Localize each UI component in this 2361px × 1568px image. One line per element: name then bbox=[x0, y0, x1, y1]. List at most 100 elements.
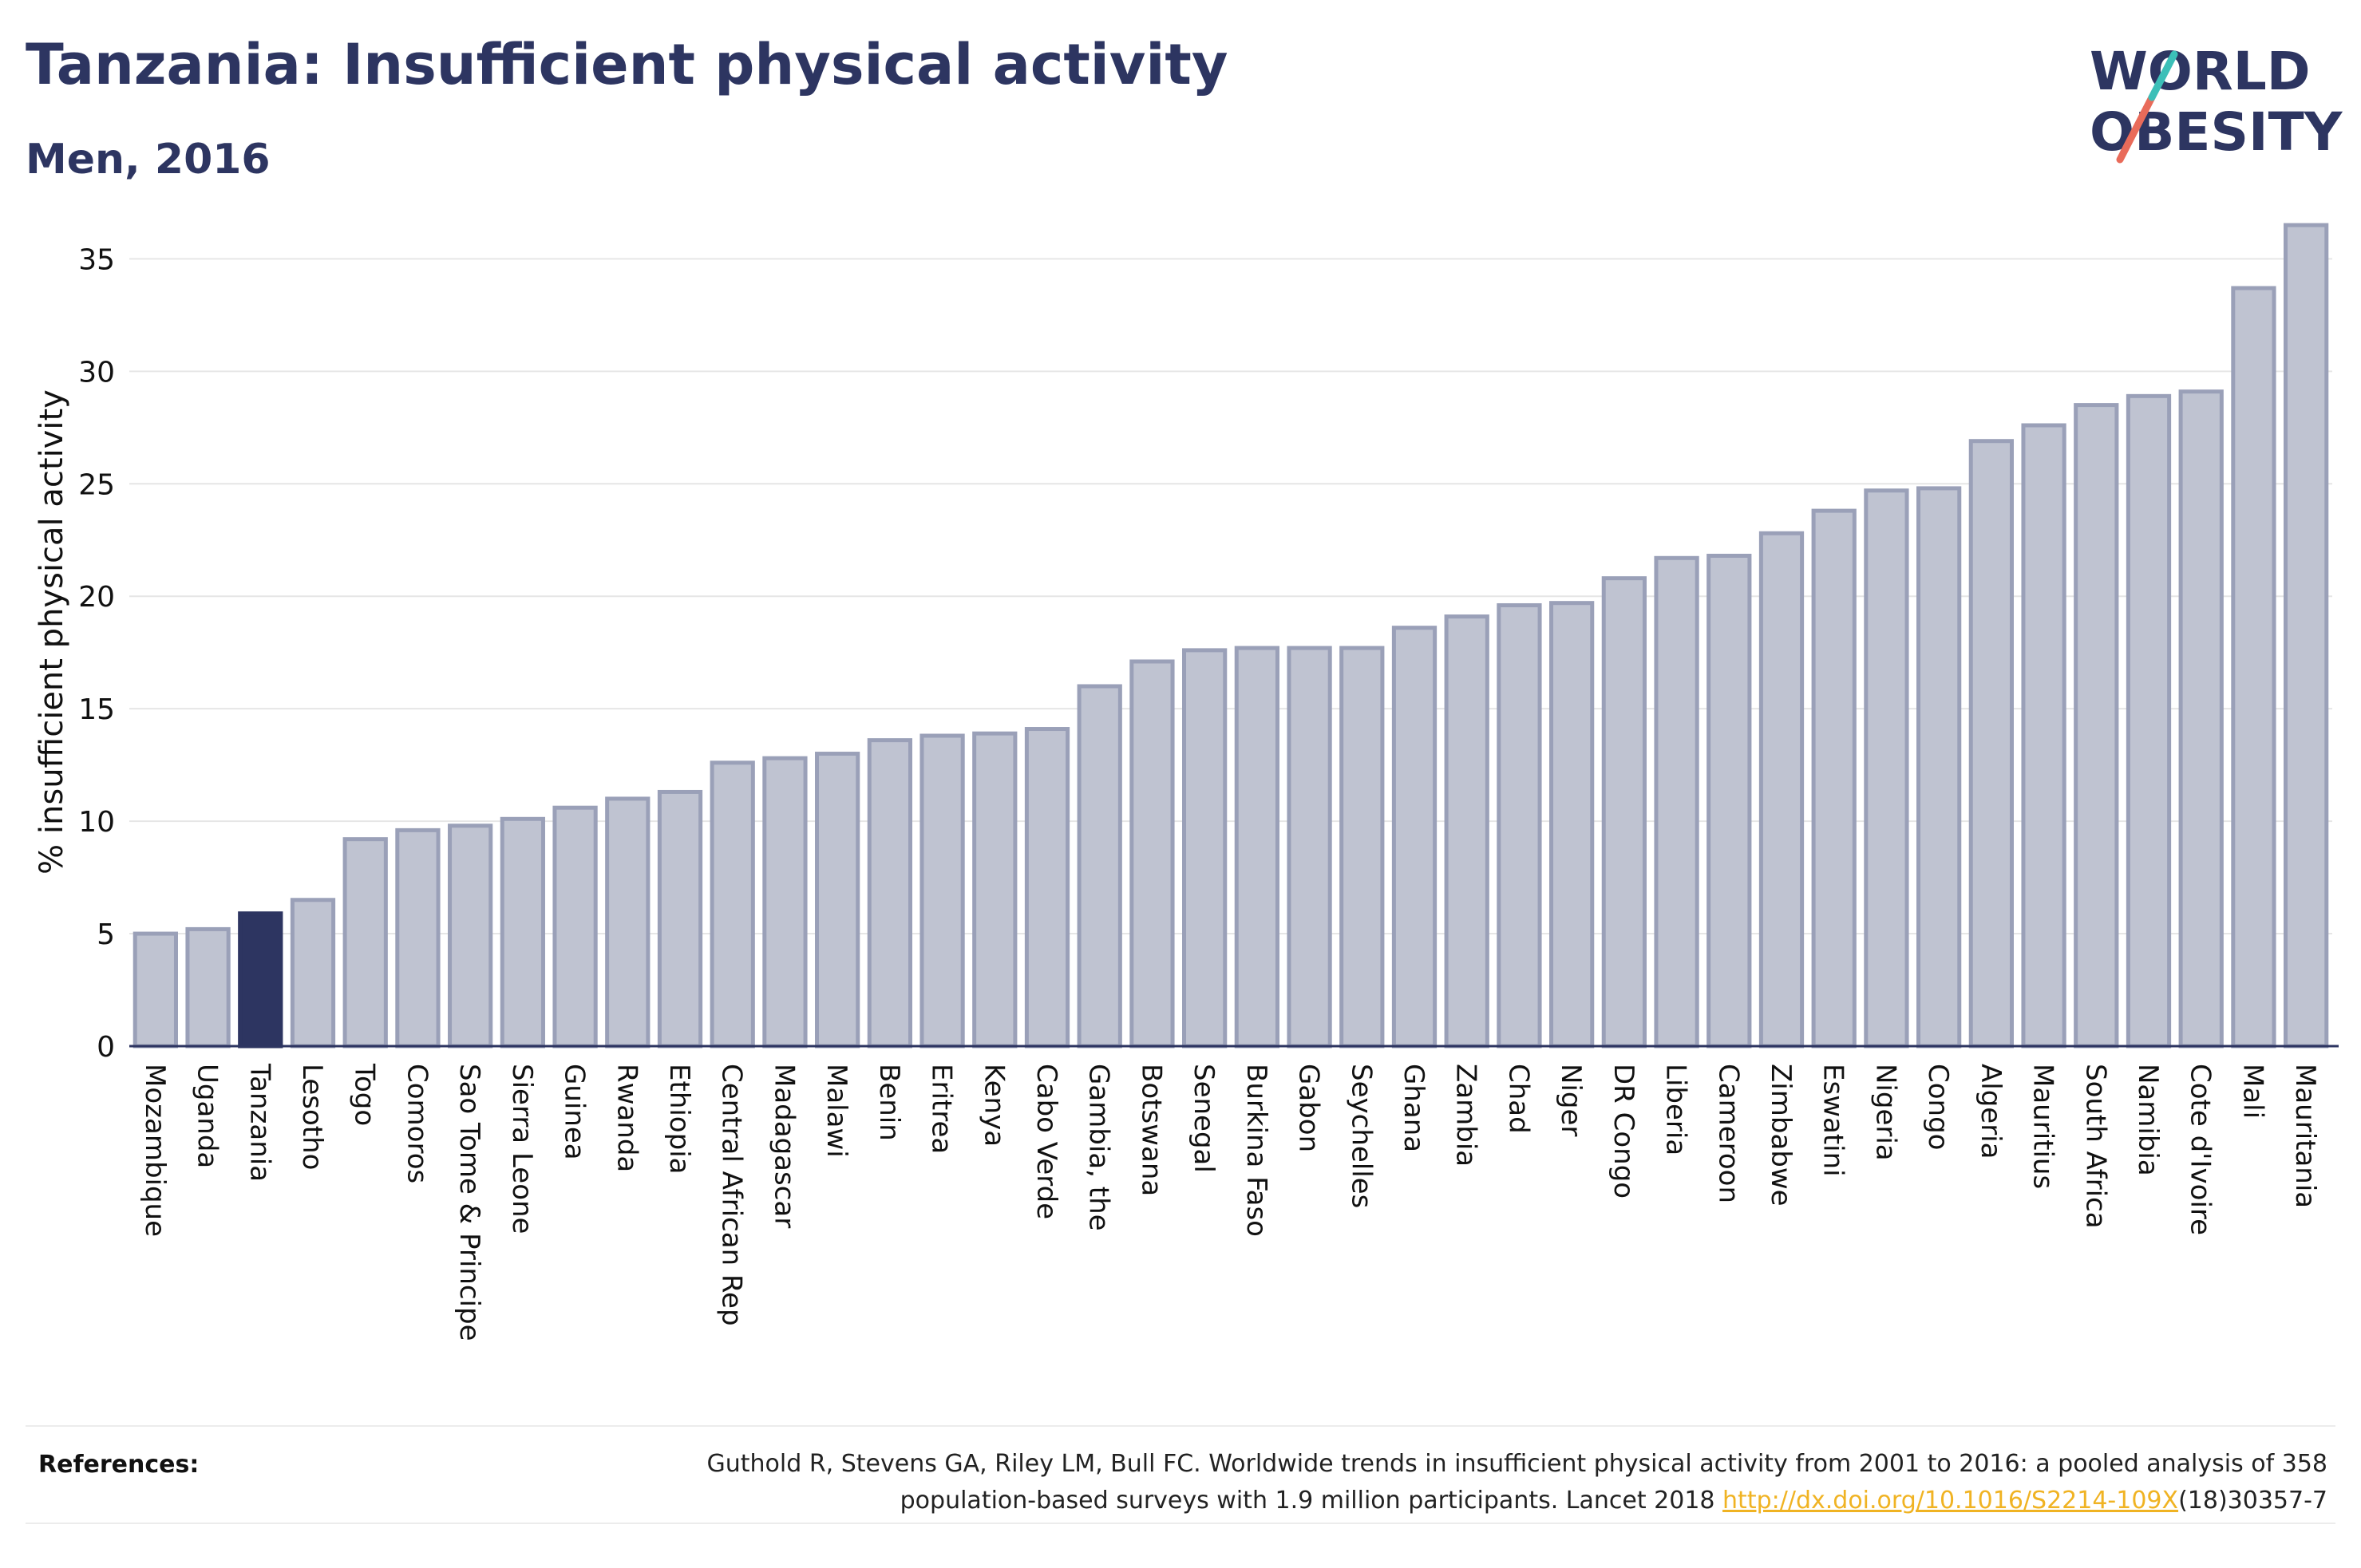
bar-tanzania[interactable] bbox=[238, 911, 283, 1049]
x-tick-label: Sao Tome & Principe bbox=[453, 1064, 485, 1341]
y-tick-label: 35 bbox=[78, 243, 115, 276]
logo-slash-coral bbox=[2116, 93, 2156, 164]
bar-mozambique[interactable] bbox=[132, 931, 178, 1049]
grid-layer bbox=[129, 258, 2332, 935]
bar-mali[interactable] bbox=[2231, 286, 2276, 1049]
y-tick-label: 5 bbox=[97, 918, 115, 951]
bar-cameroon[interactable] bbox=[1706, 553, 1752, 1049]
x-tick-label: Burkina Faso bbox=[1240, 1064, 1272, 1237]
references-top-divider bbox=[26, 1425, 2335, 1427]
x-tick-label: Congo bbox=[1922, 1064, 1954, 1150]
bar-zambia[interactable] bbox=[1444, 614, 1489, 1049]
bar-liberia[interactable] bbox=[1654, 555, 1699, 1049]
world-obesity-logo: WORLD OBESITY bbox=[2090, 41, 2343, 164]
x-tick-label: Mali bbox=[2236, 1064, 2268, 1119]
x-tick-label: Mozambique bbox=[139, 1064, 171, 1237]
y-tick-label: 15 bbox=[78, 693, 115, 726]
bar-seychelles[interactable] bbox=[1339, 646, 1385, 1049]
bar-burkina-faso[interactable] bbox=[1234, 646, 1279, 1049]
bar-cote-d-ivoire[interactable] bbox=[2178, 389, 2224, 1049]
x-tick-label: Cameroon bbox=[1712, 1064, 1744, 1203]
reference-citation: Guthold R, Stevens GA, Riley LM, Bull FC… bbox=[706, 1450, 2327, 1515]
x-tick-label: Eswatini bbox=[1817, 1064, 1849, 1177]
chart-title: Tanzania: Insufficient physical activity bbox=[26, 32, 1228, 97]
bar-congo[interactable] bbox=[1916, 486, 1962, 1049]
bar-benin[interactable] bbox=[867, 738, 912, 1049]
references-bottom-divider bbox=[26, 1523, 2335, 1524]
x-tick-label: Zambia bbox=[1450, 1064, 1482, 1167]
x-tick-label: Senegal bbox=[1188, 1064, 1220, 1173]
x-tick-label: Uganda bbox=[192, 1064, 223, 1168]
y-tick-label: 25 bbox=[78, 468, 115, 501]
x-tick-label: Liberia bbox=[1660, 1064, 1692, 1155]
bar-madagascar[interactable] bbox=[762, 756, 808, 1049]
x-tick-label: Lesotho bbox=[296, 1064, 328, 1170]
x-tick-label: Ethiopia bbox=[663, 1064, 695, 1174]
x-tick-label: Sierra Leone bbox=[506, 1064, 538, 1234]
references-text: Guthold R, Stevens GA, Riley LM, Bull FC… bbox=[651, 1446, 2327, 1519]
x-tick-label: Gabon bbox=[1293, 1064, 1325, 1152]
x-tick-label: Chad bbox=[1502, 1064, 1534, 1134]
bar-eritrea[interactable] bbox=[919, 733, 965, 1049]
x-tick-label: Tanzania bbox=[243, 1063, 275, 1182]
bar-eswatini[interactable] bbox=[1811, 508, 1857, 1049]
reference-citation-suffix: (18)30357-7 bbox=[2178, 1487, 2327, 1515]
bar-algeria[interactable] bbox=[1968, 439, 2014, 1049]
bar-kenya[interactable] bbox=[972, 731, 1018, 1049]
bar-layer bbox=[132, 223, 2329, 1049]
x-tick-label: Botswana bbox=[1135, 1064, 1167, 1196]
bar-gambia-the[interactable] bbox=[1077, 684, 1122, 1049]
bar-comoros[interactable] bbox=[395, 827, 441, 1049]
x-tick-label: Nigeria bbox=[1869, 1064, 1901, 1161]
bar-malawi[interactable] bbox=[815, 752, 860, 1049]
bar-dr-congo[interactable] bbox=[1601, 576, 1647, 1049]
x-tick-label: Seychelles bbox=[1345, 1064, 1377, 1208]
x-tick-label: Kenya bbox=[978, 1064, 1010, 1147]
bar-mauritania[interactable] bbox=[2284, 223, 2329, 1049]
bar-ethiopia[interactable] bbox=[657, 789, 703, 1049]
bar-sierra-leone[interactable] bbox=[500, 816, 545, 1049]
x-tick-label: South Africa bbox=[2079, 1064, 2111, 1229]
bar-chad[interactable] bbox=[1497, 602, 1542, 1049]
bar-togo[interactable] bbox=[342, 837, 388, 1049]
y-tick-label: 30 bbox=[78, 356, 115, 389]
x-tick-label: Niger bbox=[1555, 1064, 1587, 1136]
x-tick-label: Malawi bbox=[821, 1064, 852, 1158]
bar-south-africa[interactable] bbox=[2074, 403, 2119, 1049]
bar-botswana[interactable] bbox=[1129, 659, 1175, 1049]
x-tick-label: Algeria bbox=[1975, 1064, 2007, 1159]
bar-sao-tome-principe[interactable] bbox=[448, 823, 493, 1049]
x-tick-label: Togo bbox=[349, 1063, 381, 1126]
reference-doi-link[interactable]: http://dx.doi.org/10.1016/S2214-109X bbox=[1722, 1487, 2179, 1515]
bar-namibia[interactable] bbox=[2126, 393, 2172, 1049]
x-tick-label: Guinea bbox=[559, 1064, 591, 1160]
bar-senegal[interactable] bbox=[1182, 648, 1228, 1049]
bar-uganda[interactable] bbox=[185, 926, 231, 1049]
x-tick-label: Rwanda bbox=[611, 1064, 643, 1172]
x-tick-label: DR Congo bbox=[1608, 1064, 1639, 1199]
bar-gabon[interactable] bbox=[1287, 646, 1332, 1049]
bar-ghana[interactable] bbox=[1391, 626, 1438, 1049]
references-label: References: bbox=[38, 1451, 200, 1479]
x-tick-label: Zimbabwe bbox=[1765, 1064, 1797, 1207]
bar-lesotho[interactable] bbox=[290, 898, 336, 1049]
x-tick-label: Comoros bbox=[401, 1064, 433, 1183]
bar-central-african-rep[interactable] bbox=[710, 760, 755, 1049]
x-tick-label: Central African Rep bbox=[716, 1064, 748, 1326]
x-tick-label: Namibia bbox=[2132, 1064, 2164, 1176]
y-tick-label: 10 bbox=[78, 806, 115, 839]
bar-niger[interactable] bbox=[1549, 601, 1595, 1049]
y-tick-label: 20 bbox=[78, 581, 115, 614]
bar-rwanda[interactable] bbox=[605, 796, 651, 1049]
x-tick-label: Benin bbox=[873, 1064, 905, 1141]
x-tick-label: Cabo Verde bbox=[1030, 1064, 1062, 1219]
bar-mauritius[interactable] bbox=[2021, 423, 2066, 1049]
y-axis-label: % insufficient physical activity bbox=[34, 389, 70, 875]
logo-slash-teal bbox=[2148, 50, 2178, 101]
bar-guinea[interactable] bbox=[552, 805, 598, 1049]
bar-nigeria[interactable] bbox=[1864, 488, 1909, 1049]
bar-cabo-verde[interactable] bbox=[1024, 727, 1070, 1049]
bar-zimbabwe[interactable] bbox=[1758, 531, 1805, 1049]
y-tick-label: 0 bbox=[97, 1031, 115, 1064]
